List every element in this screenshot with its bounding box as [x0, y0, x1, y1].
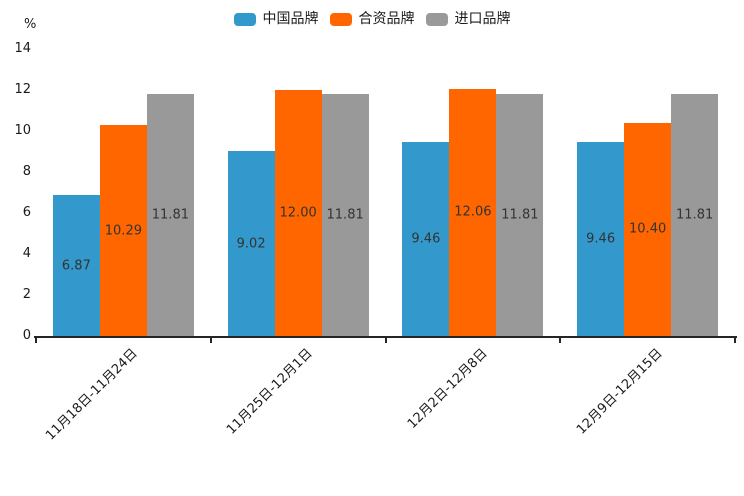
legend-item-import-brand[interactable]: 进口品牌: [425, 11, 511, 27]
x-axis-line: [34, 336, 737, 338]
bar-china-brand-group4: 9.46: [577, 142, 625, 336]
bar-joint-venture-brand-group4: 10.40: [624, 122, 672, 336]
x-axis-label-group4: 12月9日-12月15日: [573, 346, 666, 438]
bar-value-label: 12.00: [279, 205, 317, 221]
x-axis-label-group3: 12月2日-12月8日: [404, 346, 491, 432]
y-tick-label-8: 8: [22, 164, 31, 179]
bar-value-label: 11.81: [151, 207, 189, 223]
y-tick-label-4: 4: [22, 246, 31, 261]
bar-import-brand-group3: 11.81: [496, 93, 544, 336]
x-axis-tick: [209, 338, 212, 343]
legend-swatch-import-brand: [425, 12, 448, 26]
legend-swatch-china-brand: [233, 12, 256, 26]
legend-item-china-brand[interactable]: 中国品牌: [233, 11, 319, 27]
bar-value-label: 11.81: [501, 207, 539, 223]
y-tick-label-2: 2: [22, 287, 31, 302]
legend-label-import-brand: 进口品牌: [454, 11, 511, 27]
bar-value-label: 10.40: [629, 221, 667, 237]
bar-import-brand-group1: 11.81: [146, 93, 194, 336]
x-axis-label-group1: 11月18日-11月24日: [43, 346, 141, 444]
y-tick-label-10: 10: [14, 123, 31, 138]
x-axis-tick: [384, 338, 387, 343]
bar-joint-venture-brand-group1: 10.29: [99, 125, 147, 336]
bar-value-label: 12.06: [454, 204, 492, 220]
bar-import-brand-group2: 11.81: [321, 93, 369, 336]
y-axis-unit-label: %: [24, 17, 37, 32]
legend-swatch-joint-venture-brand: [329, 12, 352, 26]
chart-legend: 中国品牌 合资品牌 进口品牌: [0, 11, 744, 27]
legend-label-joint-venture-brand: 合资品牌: [358, 11, 415, 27]
bar-china-brand-group3: 9.46: [402, 142, 450, 336]
y-tick-label-0: 0: [22, 328, 31, 343]
bar-china-brand-group1: 6.87: [52, 195, 100, 336]
bar-import-brand-group4: 11.81: [671, 93, 719, 336]
y-tick-label-6: 6: [22, 205, 31, 220]
y-tick-label-14: 14: [14, 41, 31, 56]
legend-label-china-brand: 中国品牌: [262, 11, 319, 27]
bar-value-label: 9.46: [586, 231, 616, 247]
x-axis-tick: [559, 338, 562, 343]
x-axis-label-group2: 11月25日-12月1日: [224, 346, 316, 438]
bar-value-label: 9.02: [236, 236, 266, 252]
bar-value-label: 6.87: [61, 258, 91, 274]
bar-joint-venture-brand-group3: 12.06: [449, 88, 497, 336]
legend-item-joint-venture-brand[interactable]: 合资品牌: [329, 11, 415, 27]
bar-china-brand-group2: 9.02: [227, 151, 275, 336]
bar-value-label: 9.46: [411, 231, 441, 247]
bar-value-label: 11.81: [326, 207, 364, 223]
bar-joint-venture-brand-group2: 12.00: [274, 90, 322, 336]
x-axis-tick: [35, 338, 37, 343]
y-tick-label-12: 12: [14, 82, 31, 97]
x-axis-tick: [734, 338, 736, 343]
bar-value-label: 11.81: [676, 207, 714, 223]
bar-value-label: 10.29: [104, 223, 142, 239]
